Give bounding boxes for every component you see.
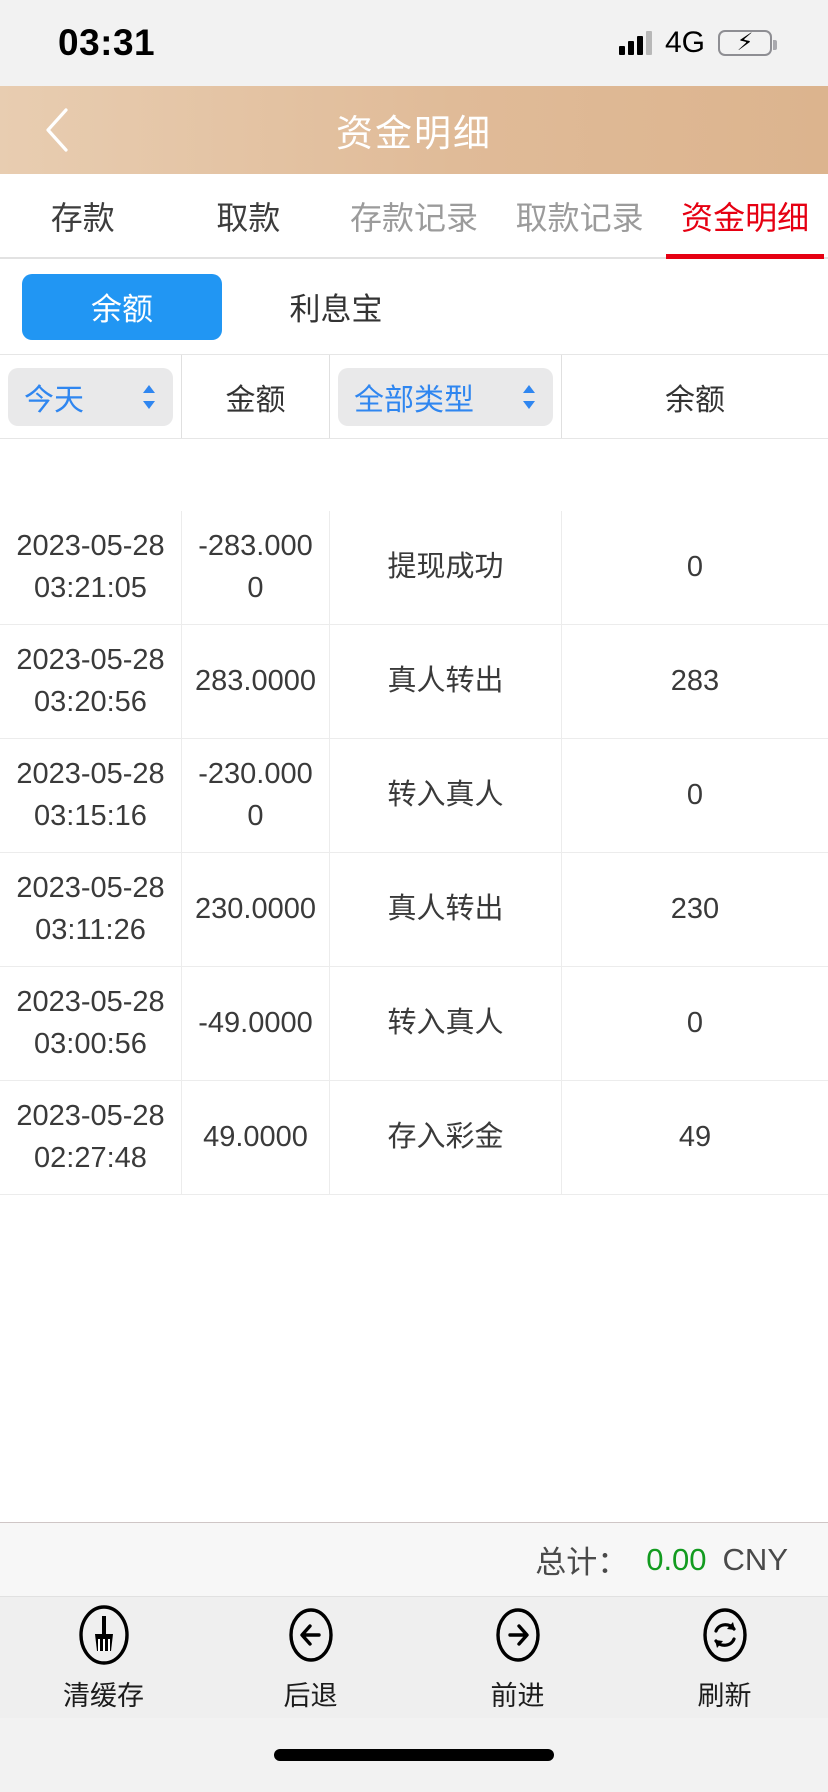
refresh-label: 刷新 — [697, 1681, 752, 1711]
cell-amount: 283.0000 — [182, 625, 330, 738]
chevron-updown-icon — [519, 382, 539, 412]
balance-column-label: 余额 — [665, 383, 725, 417]
table-row[interactable]: 2023-05-28 02:27:48 49.0000 存入彩金 49 — [0, 1081, 828, 1195]
subtab-balance[interactable]: 余额 — [22, 273, 222, 340]
cell-datetime: 2023-05-28 03:11:26 — [0, 853, 182, 966]
cell-balance: 0 — [686, 778, 704, 811]
cell-balance: 283 — [670, 664, 720, 697]
total-currency: CNY — [722, 1541, 788, 1577]
table-row[interactable]: 2023-05-28 03:20:56 283.0000 真人转出 283 — [0, 625, 828, 739]
broom-icon — [75, 1602, 133, 1668]
back-nav-button[interactable]: 后退 — [236, 1602, 386, 1713]
cell-datetime: 2023-05-28 03:20:56 — [0, 625, 182, 738]
clear-cache-button[interactable]: 清缓存 — [29, 1602, 179, 1713]
date-filter-cell: 今天 — [0, 355, 182, 438]
total-bar: 总计： 0.00 CNY — [0, 1522, 828, 1596]
clear-cache-label: 清缓存 — [63, 1681, 144, 1711]
date-select[interactable]: 今天 — [8, 367, 173, 426]
balance-column-header: 余额 — [562, 355, 828, 438]
back-nav-label: 后退 — [283, 1681, 338, 1711]
cell-amount: 230.0000 — [182, 853, 330, 966]
cell-amount: 49.0000 — [182, 1081, 330, 1194]
title-bar: 资金明细 — [0, 86, 828, 174]
table-row[interactable]: 2023-05-28 03:11:26 230.0000 真人转出 230 — [0, 853, 828, 967]
refresh-circle-icon — [696, 1602, 754, 1668]
cell-type: 转入真人 — [330, 967, 562, 1080]
cell-type: 提现成功 — [330, 511, 562, 624]
cell-amount: -49.0000 — [182, 967, 330, 1080]
signal-bars-icon — [618, 31, 652, 55]
bottom-toolbar: 清缓存 后退 前进 — [0, 1596, 828, 1718]
cell-type: 存入彩金 — [330, 1081, 562, 1194]
sub-tab-bar: 余额 利息宝 — [0, 259, 828, 355]
transaction-table[interactable]: 2023-05-28 03:21:05 -283.0000 提现成功 0 202… — [0, 439, 828, 1522]
tab-deposit[interactable]: 存款 — [50, 199, 115, 236]
amount-column-label: 金额 — [225, 383, 286, 417]
table-row[interactable]: 2023-05-28 03:15:16 -230.0000 转入真人 0 — [0, 739, 828, 853]
type-select-value: 全部类型 — [354, 383, 474, 417]
home-indicator-area — [0, 1718, 828, 1792]
tab-fund-details[interactable]: 资金明细 — [662, 174, 828, 259]
cell-datetime: 2023-05-28 03:00:56 — [0, 967, 182, 1080]
cell-type: 真人转出 — [330, 625, 562, 738]
table-top-spacer — [0, 439, 828, 511]
forward-nav-label: 前进 — [490, 1681, 545, 1711]
cell-amount: -283.0000 — [182, 511, 330, 624]
type-filter-cell: 全部类型 — [330, 355, 562, 438]
type-select[interactable]: 全部类型 — [338, 367, 553, 426]
cell-type: 真人转出 — [330, 853, 562, 966]
back-button[interactable] — [22, 86, 92, 174]
cell-balance: 49 — [678, 1120, 712, 1153]
refresh-button[interactable]: 刷新 — [650, 1602, 800, 1713]
tab-withdraw[interactable]: 取款 — [216, 199, 281, 236]
chevron-left-icon — [46, 108, 68, 152]
table-row[interactable]: 2023-05-28 03:00:56 -49.0000 转入真人 0 — [0, 967, 828, 1081]
forward-nav-button[interactable]: 前进 — [443, 1602, 593, 1713]
table-row[interactable]: 2023-05-28 03:21:05 -283.0000 提现成功 0 — [0, 511, 828, 625]
tab-withdraw-records[interactable]: 取款记录 — [515, 199, 644, 236]
total-value: 0.00 — [646, 1541, 707, 1577]
cell-balance: 0 — [686, 1006, 704, 1039]
cell-balance: 230 — [670, 892, 720, 925]
cell-datetime: 2023-05-28 03:21:05 — [0, 511, 182, 624]
arrow-right-circle-icon — [489, 1602, 547, 1668]
chevron-updown-icon — [139, 382, 159, 412]
date-select-value: 今天 — [24, 383, 84, 417]
cell-datetime: 2023-05-28 02:27:48 — [0, 1081, 182, 1194]
cell-datetime: 2023-05-28 03:15:16 — [0, 739, 182, 852]
cell-amount: -230.0000 — [182, 739, 330, 852]
network-type-label: 4G — [664, 26, 705, 59]
battery-charging-icon: ⚡ — [718, 30, 777, 56]
status-bar: 03:31 4G ⚡ — [0, 0, 828, 86]
status-bar-time: 03:31 — [58, 22, 156, 63]
cell-type: 转入真人 — [330, 739, 562, 852]
filter-row: 今天 金额 全部类型 — [0, 355, 828, 439]
status-bar-indicators: 4G ⚡ — [618, 26, 777, 60]
subtab-interest-treasure[interactable]: 利息宝 — [289, 292, 383, 327]
home-indicator[interactable] — [274, 1749, 554, 1761]
page-title: 资金明细 — [336, 113, 492, 154]
tab-deposit-records[interactable]: 存款记录 — [349, 199, 478, 236]
main-tab-bar: 存款 取款 存款记录 取款记录 资金明细 — [0, 174, 828, 259]
total-label: 总计： — [535, 1545, 629, 1580]
cell-balance: 0 — [686, 550, 704, 583]
amount-column-header: 金额 — [182, 355, 330, 438]
arrow-left-circle-icon — [282, 1602, 340, 1668]
